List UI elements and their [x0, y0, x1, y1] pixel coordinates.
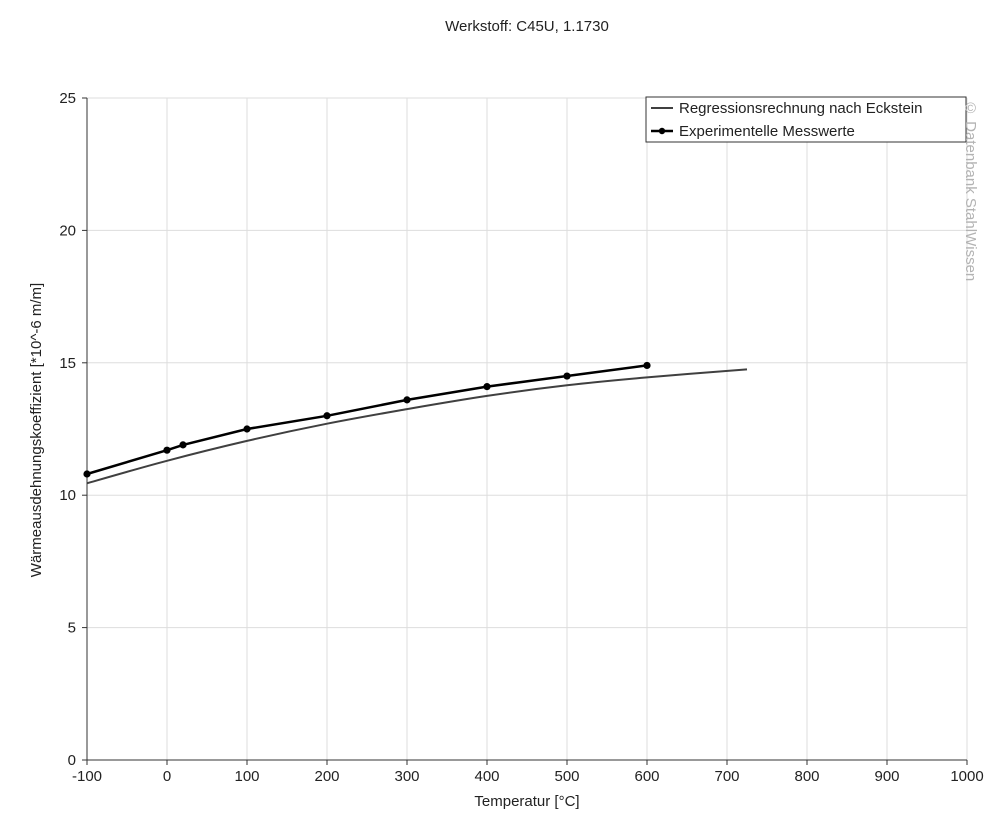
x-tick-label: 100 — [234, 768, 259, 785]
x-axis-ticks: -100 0 100 200 300 400 500 600 700 800 900 1000 — [72, 760, 984, 785]
series-2-point — [403, 396, 411, 404]
legend-label-2: Experimentelle Messwerte — [679, 123, 855, 140]
axes — [86, 98, 967, 761]
y-axis-ticks: 0 5 10 15 20 25 — [59, 90, 87, 769]
y-tick-label: 25 — [59, 90, 76, 107]
grid — [86, 97, 968, 761]
x-tick-label: 500 — [554, 768, 579, 785]
x-tick-label: 1000 — [950, 768, 983, 785]
series-line-1 — [86, 368, 748, 485]
x-tick-label: 600 — [634, 768, 659, 785]
x-tick-label: 300 — [394, 768, 419, 785]
x-tick-label: 900 — [874, 768, 899, 785]
legend-marker-2 — [658, 127, 666, 135]
legend: Regressionsrechnung nach Eckstein Experim… — [645, 96, 967, 143]
y-tick-label: 0 — [68, 752, 76, 769]
series-2-point — [643, 361, 651, 370]
series-2-point — [563, 372, 571, 380]
x-tick-label: 0 — [163, 768, 171, 785]
y-tick-label: 10 — [59, 487, 76, 504]
series-2-point — [179, 441, 187, 449]
watermark: © Datenbank StahlWissen — [962, 100, 979, 282]
y-tick-label: 20 — [59, 222, 76, 239]
series-2-point — [483, 383, 491, 391]
legend-box — [645, 96, 967, 143]
legend-label-1: Regressionsrechnung nach Eckstein — [679, 100, 922, 117]
x-tick-label: 700 — [714, 768, 739, 785]
y-tick-label: 15 — [59, 355, 76, 372]
x-tick-label: 400 — [474, 768, 499, 785]
chart-title: Werkstoff: C45U, 1.1730 — [445, 18, 609, 35]
y-axis-label: Wärmeausdehnungskoeffizient [*10^-6 m/m] — [28, 283, 45, 577]
series-line-2 — [86, 364, 648, 476]
x-tick-label: -100 — [72, 768, 102, 785]
series-2-point — [83, 470, 91, 478]
series-2-point — [163, 446, 171, 454]
y-tick-label: 5 — [68, 620, 76, 637]
x-tick-label: 800 — [794, 768, 819, 785]
x-axis-label: Temperatur [°C] — [474, 793, 579, 810]
x-tick-label: 200 — [314, 768, 339, 785]
series-2-point — [323, 412, 331, 420]
series-2-point — [243, 425, 251, 433]
series-group — [83, 361, 748, 485]
